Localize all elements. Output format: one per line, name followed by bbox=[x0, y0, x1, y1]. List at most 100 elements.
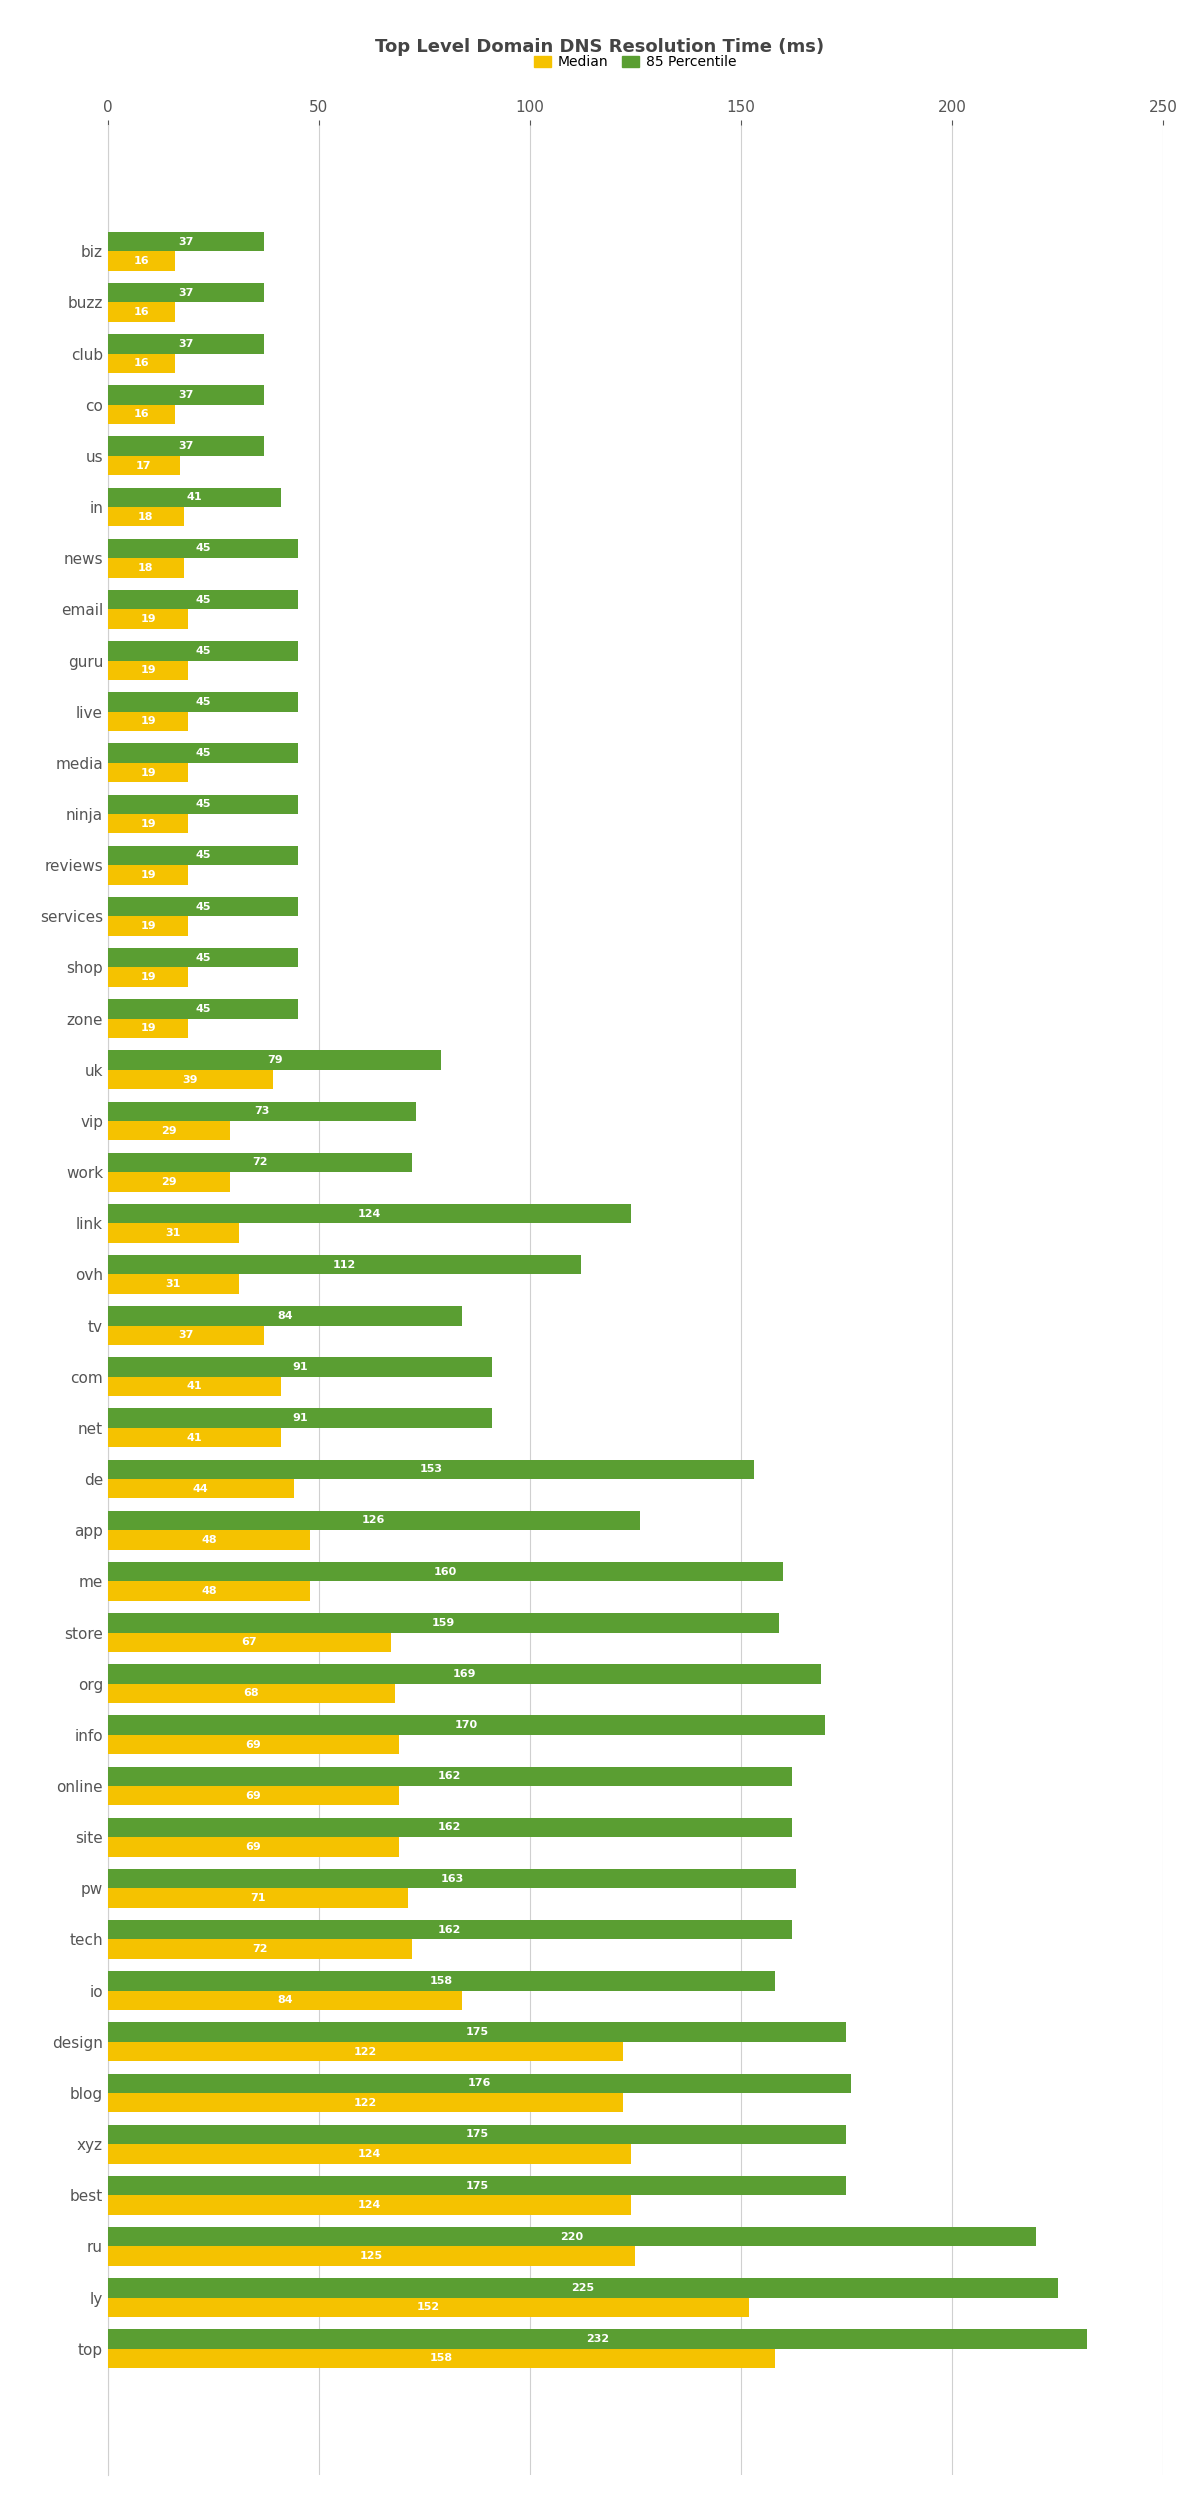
Text: 175: 175 bbox=[465, 2180, 489, 2190]
Text: 158: 158 bbox=[429, 1975, 453, 1985]
Bar bbox=[108, 865, 188, 885]
Bar bbox=[108, 2298, 749, 2318]
Bar bbox=[108, 845, 297, 865]
Bar bbox=[108, 352, 175, 372]
Text: 16: 16 bbox=[134, 255, 150, 265]
Text: 37: 37 bbox=[179, 340, 194, 350]
Text: 48: 48 bbox=[201, 1585, 217, 1595]
Text: 31: 31 bbox=[165, 1280, 181, 1290]
Bar bbox=[108, 438, 264, 455]
Text: 68: 68 bbox=[243, 1688, 259, 1698]
Bar bbox=[108, 968, 188, 988]
Text: 176: 176 bbox=[468, 2078, 492, 2088]
Bar bbox=[108, 232, 264, 253]
Bar bbox=[108, 1612, 779, 1632]
Text: 19: 19 bbox=[140, 920, 156, 930]
Bar bbox=[108, 1000, 297, 1017]
Text: 152: 152 bbox=[417, 2302, 440, 2312]
Text: 69: 69 bbox=[246, 1842, 261, 1852]
Bar bbox=[108, 1480, 294, 1498]
Text: 45: 45 bbox=[195, 698, 211, 708]
Bar bbox=[108, 540, 297, 558]
Legend: Median, 85 Percentile: Median, 85 Percentile bbox=[529, 50, 742, 75]
Bar bbox=[108, 2072, 851, 2092]
Bar bbox=[108, 1017, 188, 1038]
Text: 175: 175 bbox=[465, 2028, 489, 2038]
Bar bbox=[108, 488, 281, 508]
Text: 162: 162 bbox=[438, 1822, 462, 1832]
Text: 39: 39 bbox=[182, 1075, 198, 1085]
Text: 29: 29 bbox=[162, 1125, 177, 1135]
Text: 41: 41 bbox=[187, 1383, 203, 1393]
Bar bbox=[108, 385, 264, 405]
Bar bbox=[108, 610, 188, 630]
Text: 37: 37 bbox=[179, 440, 194, 450]
Text: 175: 175 bbox=[465, 2130, 489, 2140]
Bar bbox=[108, 1275, 239, 1295]
Text: 153: 153 bbox=[420, 1465, 442, 1475]
Bar bbox=[108, 1460, 754, 1480]
Bar bbox=[108, 1152, 411, 1172]
Bar bbox=[108, 1255, 580, 1275]
Bar bbox=[108, 948, 297, 968]
Text: 18: 18 bbox=[138, 512, 153, 522]
Text: 45: 45 bbox=[195, 850, 211, 860]
Text: 162: 162 bbox=[438, 1772, 462, 1782]
Bar bbox=[108, 1665, 821, 1682]
Bar bbox=[108, 1378, 281, 1395]
Text: 225: 225 bbox=[571, 2282, 595, 2292]
Bar bbox=[108, 2092, 622, 2112]
Text: 19: 19 bbox=[140, 870, 156, 880]
Text: 37: 37 bbox=[179, 288, 194, 298]
Text: 72: 72 bbox=[252, 1158, 267, 1168]
Bar bbox=[108, 1768, 791, 1785]
Text: 37: 37 bbox=[179, 390, 194, 400]
Text: 31: 31 bbox=[165, 1228, 181, 1238]
Text: 19: 19 bbox=[140, 718, 156, 728]
Text: 19: 19 bbox=[140, 615, 156, 625]
Bar bbox=[108, 1785, 399, 1805]
Bar bbox=[108, 2125, 846, 2145]
Bar bbox=[108, 1222, 239, 1242]
Bar bbox=[108, 2023, 846, 2042]
Text: 16: 16 bbox=[134, 410, 150, 420]
Bar bbox=[108, 2278, 1058, 2298]
Bar bbox=[108, 282, 264, 302]
Text: 19: 19 bbox=[140, 1022, 156, 1032]
Text: 48: 48 bbox=[201, 1535, 217, 1545]
Bar bbox=[108, 1120, 230, 1140]
Bar bbox=[108, 1070, 272, 1090]
Bar bbox=[108, 2228, 1036, 2248]
Text: 45: 45 bbox=[195, 595, 211, 605]
Bar bbox=[108, 2175, 846, 2195]
Text: 163: 163 bbox=[440, 1872, 464, 1882]
Text: 37: 37 bbox=[179, 1330, 194, 1340]
Text: 17: 17 bbox=[135, 460, 151, 470]
Bar bbox=[108, 1407, 492, 1427]
Bar bbox=[108, 1818, 791, 1838]
Bar bbox=[108, 335, 264, 352]
Bar bbox=[108, 1427, 281, 1447]
Text: 160: 160 bbox=[434, 1568, 457, 1578]
Bar bbox=[108, 1358, 492, 1378]
Bar bbox=[108, 712, 188, 730]
Text: 69: 69 bbox=[246, 1740, 261, 1750]
Bar bbox=[108, 1050, 441, 1070]
Text: 79: 79 bbox=[267, 1055, 283, 1065]
Bar bbox=[108, 742, 297, 762]
Text: 45: 45 bbox=[195, 902, 211, 912]
Text: 232: 232 bbox=[586, 2335, 609, 2345]
Text: 19: 19 bbox=[140, 768, 156, 778]
Text: 29: 29 bbox=[162, 1178, 177, 1188]
Text: 84: 84 bbox=[277, 1310, 293, 1320]
Text: 45: 45 bbox=[195, 952, 211, 962]
Bar bbox=[108, 1870, 796, 1888]
Bar bbox=[108, 1205, 631, 1222]
Bar bbox=[108, 1582, 311, 1600]
Bar bbox=[108, 660, 188, 680]
Text: 170: 170 bbox=[456, 1720, 478, 1730]
Text: 122: 122 bbox=[354, 2098, 376, 2108]
Bar bbox=[108, 1530, 311, 1550]
Bar bbox=[108, 1102, 416, 1120]
Text: 45: 45 bbox=[195, 1005, 211, 1015]
